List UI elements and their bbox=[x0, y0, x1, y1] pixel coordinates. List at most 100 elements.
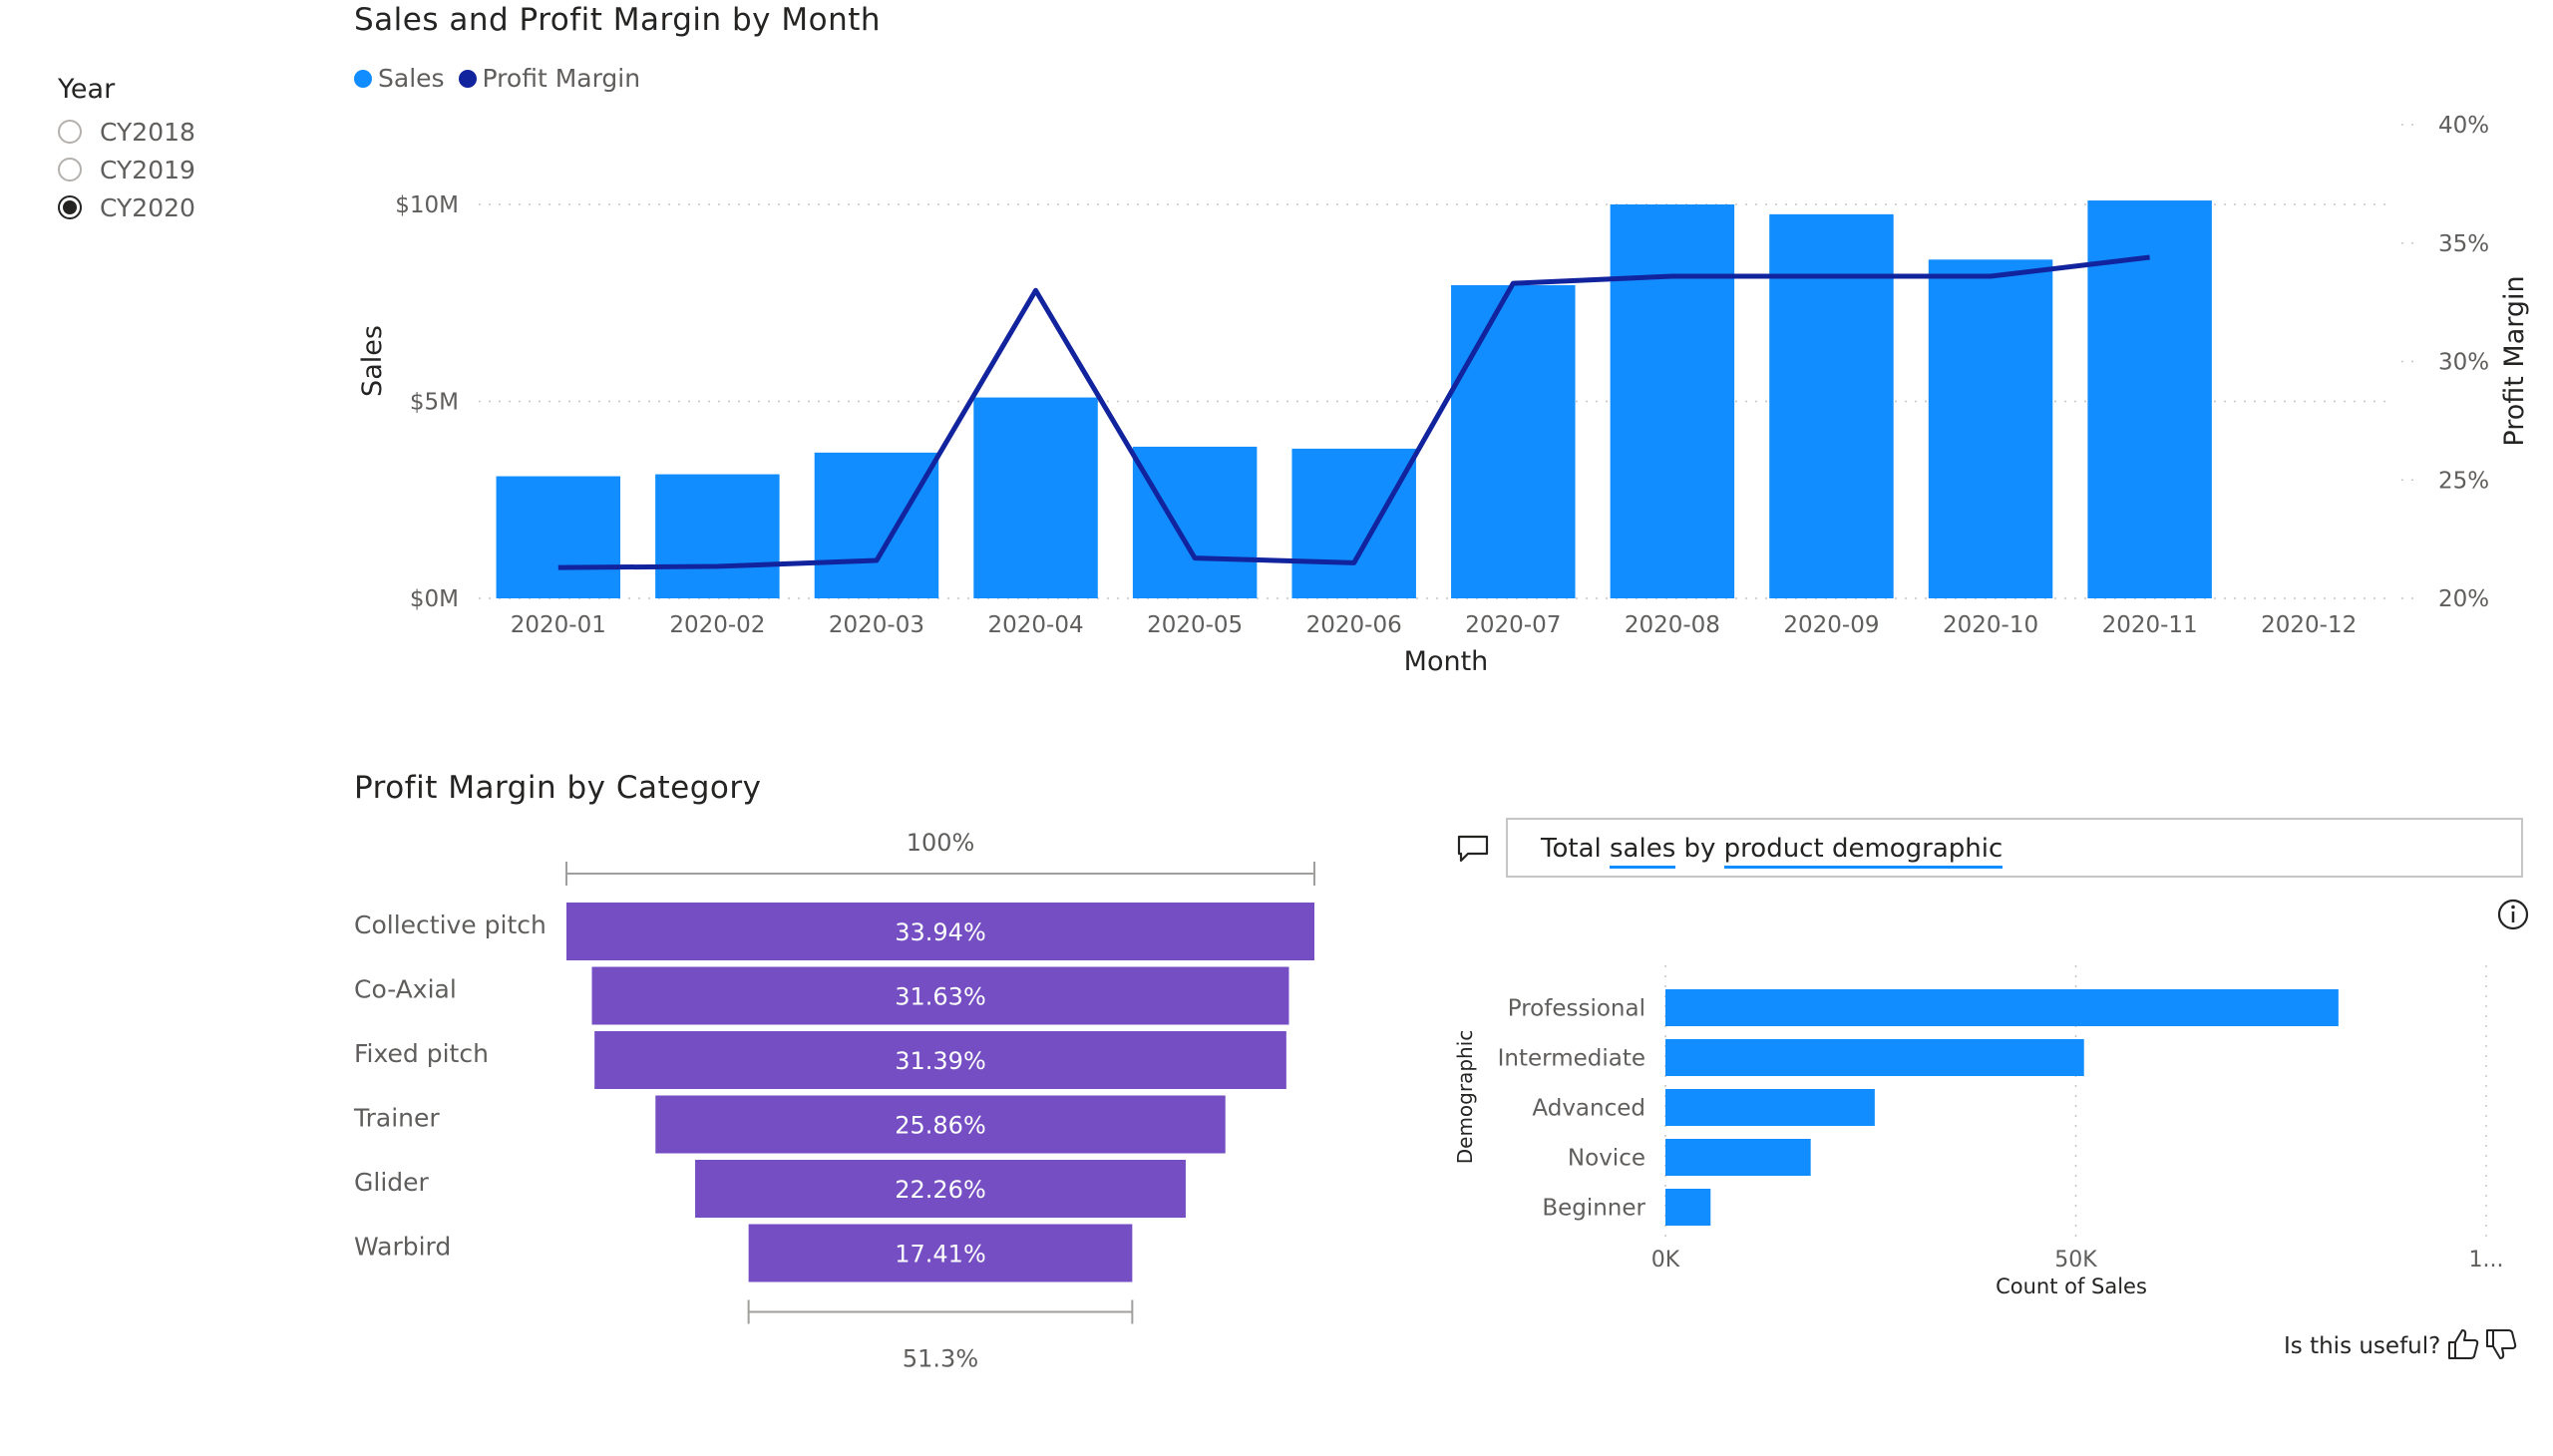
combo-chart: $0M $5M $10M 20% 25% 30% 35% 40% 2020-01 2020-02 2… bbox=[357, 113, 2530, 677]
sales-bar[interactable] bbox=[1769, 213, 1894, 598]
sales-bar[interactable] bbox=[814, 452, 939, 598]
funnel-category-label: Trainer bbox=[353, 1104, 440, 1133]
qna-category-label: Intermediate bbox=[1498, 1046, 1645, 1072]
funnel-value-label: 31.39% bbox=[895, 1047, 986, 1075]
x-tick-label: 2020-04 bbox=[987, 612, 1083, 638]
funnel-category-label: Co-Axial bbox=[354, 975, 457, 1004]
qna-category-label: Beginner bbox=[1542, 1196, 1645, 1222]
legend-label-sales: Sales bbox=[378, 64, 445, 93]
sales-bar[interactable] bbox=[973, 397, 1098, 598]
qna-category-label: Novice bbox=[1568, 1146, 1645, 1172]
thumbs-up-icon[interactable] bbox=[2445, 1326, 2481, 1362]
qna-bar[interactable] bbox=[1665, 989, 2339, 1026]
x-tick-label: 2020-11 bbox=[2102, 612, 2198, 638]
slicer-option-label: CY2020 bbox=[100, 192, 195, 222]
slicer-option-cy2018[interactable]: CY2018 bbox=[58, 114, 195, 150]
funnel-bar[interactable] bbox=[695, 1160, 1186, 1218]
y-axis-title: Sales bbox=[357, 325, 388, 397]
y2-tick-label: 40% bbox=[2438, 113, 2489, 139]
funnel-bar[interactable] bbox=[655, 1095, 1226, 1154]
y-tick-label: $5M bbox=[410, 390, 459, 416]
combo-chart-legend: Sales Profit Margin bbox=[354, 64, 640, 93]
y2-axis-title: Profit Margin bbox=[2499, 275, 2530, 446]
qna-x-tick-label: 0K bbox=[1651, 1248, 1680, 1273]
comment-icon[interactable] bbox=[1456, 834, 1490, 864]
y-tick-label: $10M bbox=[395, 192, 459, 218]
funnel-value-label: 17.41% bbox=[895, 1241, 986, 1269]
thumbs-down-icon[interactable] bbox=[2483, 1326, 2519, 1362]
qna-x-tick-label: 1... bbox=[2469, 1248, 2504, 1273]
x-tick-label: 2020-03 bbox=[829, 612, 924, 638]
x-tick-label: 2020-01 bbox=[511, 612, 606, 638]
radio-cy2020[interactable] bbox=[58, 195, 82, 219]
legend-label-profit-margin: Profit Margin bbox=[482, 64, 641, 93]
y2-tick-label: 25% bbox=[2438, 468, 2489, 494]
sales-bar[interactable] bbox=[1291, 448, 1416, 598]
x-tick-label: 2020-02 bbox=[669, 612, 765, 638]
funnel-value-label: 22.26% bbox=[895, 1176, 986, 1204]
qna-input-box[interactable] bbox=[1506, 818, 2523, 878]
legend-swatch-sales bbox=[354, 69, 372, 88]
funnel-bar[interactable] bbox=[566, 903, 1314, 960]
qna-question[interactable]: Total sales by product demographic bbox=[1541, 834, 2004, 869]
slicer-option-cy2019[interactable]: CY2019 bbox=[58, 152, 195, 187]
sales-bar[interactable] bbox=[1132, 446, 1258, 598]
slicer-title: Year bbox=[58, 74, 116, 105]
y-tick-label: $0M bbox=[410, 586, 459, 612]
funnel-bottom-bracket bbox=[747, 1299, 1134, 1324]
sales-bar[interactable] bbox=[1451, 284, 1576, 598]
radio-cy2018[interactable] bbox=[58, 120, 82, 144]
funnel-bar[interactable] bbox=[748, 1224, 1133, 1282]
funnel-bar[interactable] bbox=[594, 1031, 1286, 1089]
qna-y-axis-title: Demographic bbox=[1453, 1030, 1477, 1165]
sales-bar[interactable] bbox=[2087, 200, 2212, 599]
x-tick-label: 2020-06 bbox=[1306, 612, 1402, 638]
legend-swatch-profit-margin bbox=[458, 69, 477, 88]
qna-bar-chart: 0K 50K 1... Professional Intermediate Advance… bbox=[1453, 965, 2504, 1298]
qna-term-sales[interactable]: sales bbox=[1610, 834, 1676, 869]
radio-cy2019[interactable] bbox=[58, 158, 82, 182]
funnel-category-label: Glider bbox=[354, 1168, 430, 1197]
y2-tick-label: 35% bbox=[2438, 231, 2489, 257]
funnel-bottom-label: 51.3% bbox=[903, 1345, 978, 1373]
funnel-category-label: Fixed pitch bbox=[354, 1039, 489, 1068]
sales-bar[interactable] bbox=[1928, 259, 2053, 598]
sales-bar[interactable] bbox=[496, 476, 621, 598]
x-tick-label: 2020-12 bbox=[2261, 612, 2357, 638]
feedback-label: Is this useful? bbox=[2284, 1333, 2441, 1359]
funnel-top-bracket bbox=[565, 862, 1315, 886]
funnel-top-label: 100% bbox=[907, 829, 975, 857]
qna-bar[interactable] bbox=[1665, 1139, 1811, 1176]
combo-chart-title: Sales and Profit Margin by Month bbox=[354, 2, 882, 38]
x-axis-title: Month bbox=[1404, 646, 1489, 677]
funnel-category-label: Warbird bbox=[354, 1233, 451, 1262]
y2-tick-label: 30% bbox=[2438, 350, 2489, 376]
sales-bar[interactable] bbox=[655, 474, 780, 598]
qna-term-product-demographic[interactable]: product demographic bbox=[1723, 834, 2004, 869]
qna-bar[interactable] bbox=[1665, 1089, 1875, 1126]
sales-bar[interactable] bbox=[1610, 204, 1735, 598]
funnel-category-label: Collective pitch bbox=[354, 910, 547, 939]
x-tick-label: 2020-10 bbox=[1943, 612, 2038, 638]
slicer-option-cy2020[interactable]: CY2020 bbox=[58, 189, 195, 225]
qna-x-axis-title: Count of Sales bbox=[1996, 1274, 2147, 1298]
qna-prefix: Total bbox=[1541, 834, 1610, 864]
qna-category-label: Advanced bbox=[1532, 1096, 1645, 1122]
funnel-bar[interactable] bbox=[591, 966, 1289, 1025]
slicer-option-label: CY2018 bbox=[100, 117, 195, 147]
x-tick-label: 2020-09 bbox=[1783, 612, 1879, 638]
qna-bar[interactable] bbox=[1665, 1189, 1711, 1226]
slicer-option-label: CY2019 bbox=[100, 155, 195, 184]
funnel-value-label: 33.94% bbox=[895, 918, 986, 946]
x-tick-label: 2020-05 bbox=[1147, 612, 1243, 638]
funnel-value-label: 31.63% bbox=[895, 983, 986, 1011]
funnel-value-label: 25.86% bbox=[895, 1112, 986, 1140]
x-tick-label: 2020-07 bbox=[1465, 612, 1561, 638]
funnel-chart-title: Profit Margin by Category bbox=[354, 770, 762, 806]
info-icon[interactable] bbox=[2496, 898, 2530, 931]
qna-bar[interactable] bbox=[1665, 1039, 2084, 1076]
qna-x-tick-label: 50K bbox=[2054, 1248, 2097, 1273]
profit-margin-line[interactable] bbox=[557, 254, 2150, 570]
qna-category-label: Professional bbox=[1508, 996, 1645, 1022]
qna-mid: by bbox=[1675, 834, 1724, 864]
